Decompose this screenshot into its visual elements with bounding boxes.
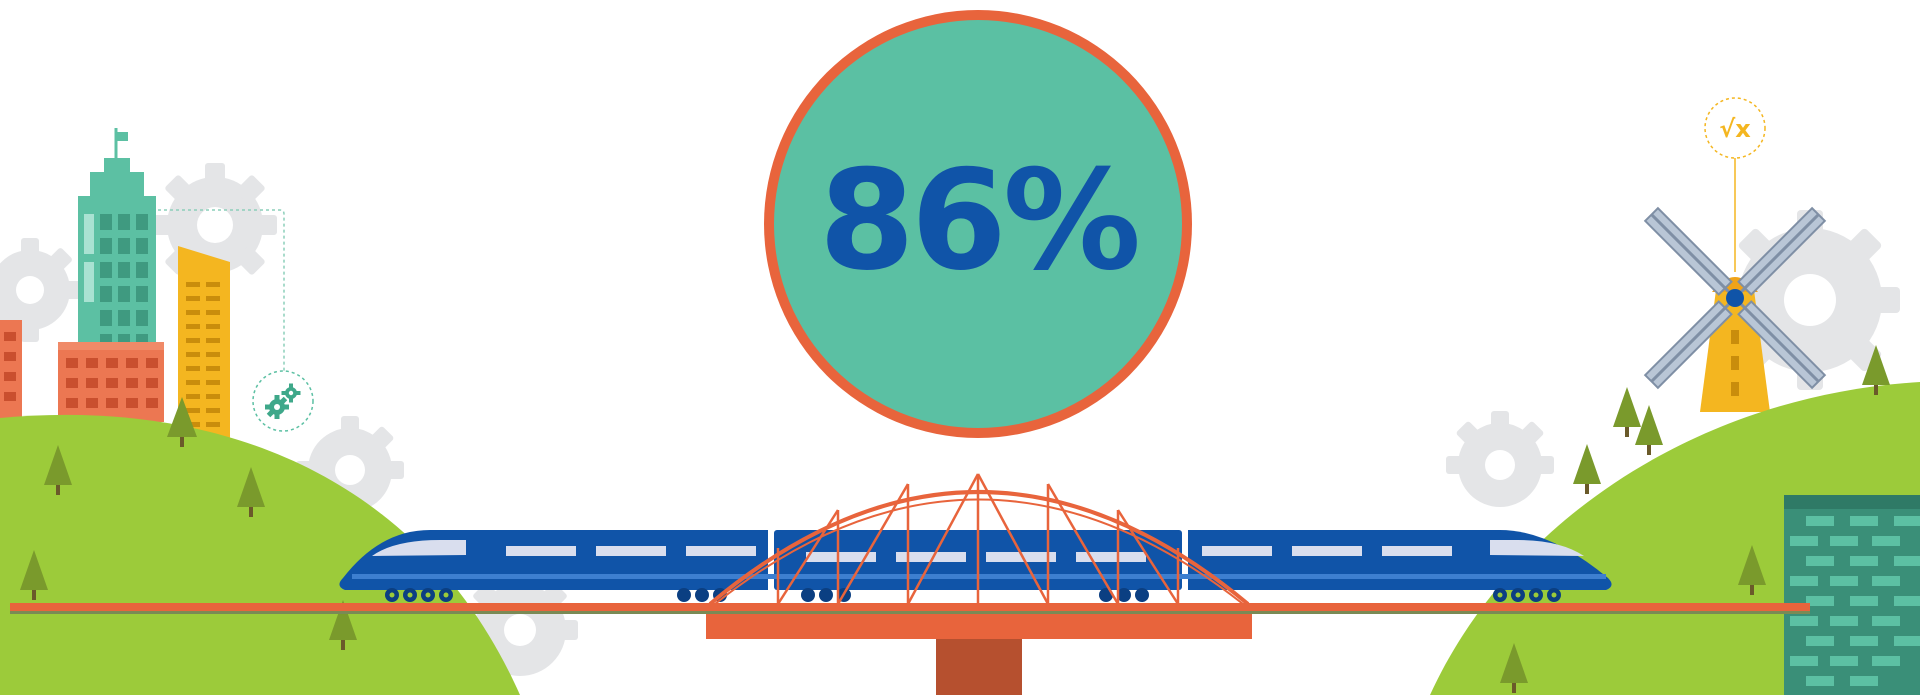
tree-icon <box>20 550 48 600</box>
left-city <box>0 128 285 440</box>
tree-icon <box>1573 444 1601 494</box>
gear-icon <box>153 163 277 287</box>
brick-wall <box>1784 495 1920 695</box>
gears-icon-badge <box>252 370 314 432</box>
bridge-deck <box>706 611 1252 639</box>
tree-icon <box>329 600 357 650</box>
math-badge: √x <box>1704 97 1766 159</box>
windmill <box>1643 150 1827 412</box>
tree-icon <box>1635 405 1663 455</box>
tree-icon <box>167 397 197 447</box>
tree-icon <box>1862 345 1890 395</box>
stat-badge: 86% <box>764 10 1192 438</box>
rail-track <box>10 603 1810 611</box>
tree-icon <box>1738 545 1766 595</box>
windmill-blades <box>1643 206 1827 390</box>
orange-building-low <box>58 342 164 422</box>
tree-icon <box>237 467 265 517</box>
math-symbol: √x <box>1719 115 1751 143</box>
stat-value: 86% <box>819 140 1137 301</box>
bridge-pier <box>936 638 1022 695</box>
train-car-front <box>339 530 768 590</box>
dotted-connector <box>158 209 285 380</box>
bridge-truss <box>776 473 1180 605</box>
left-hill <box>0 414 520 695</box>
tree-icon <box>1500 643 1528 693</box>
tree-icon <box>1613 387 1641 437</box>
trees <box>20 345 1890 693</box>
gear-icon <box>1446 411 1554 507</box>
tree-icon <box>44 445 72 495</box>
yellow-building <box>178 246 230 440</box>
